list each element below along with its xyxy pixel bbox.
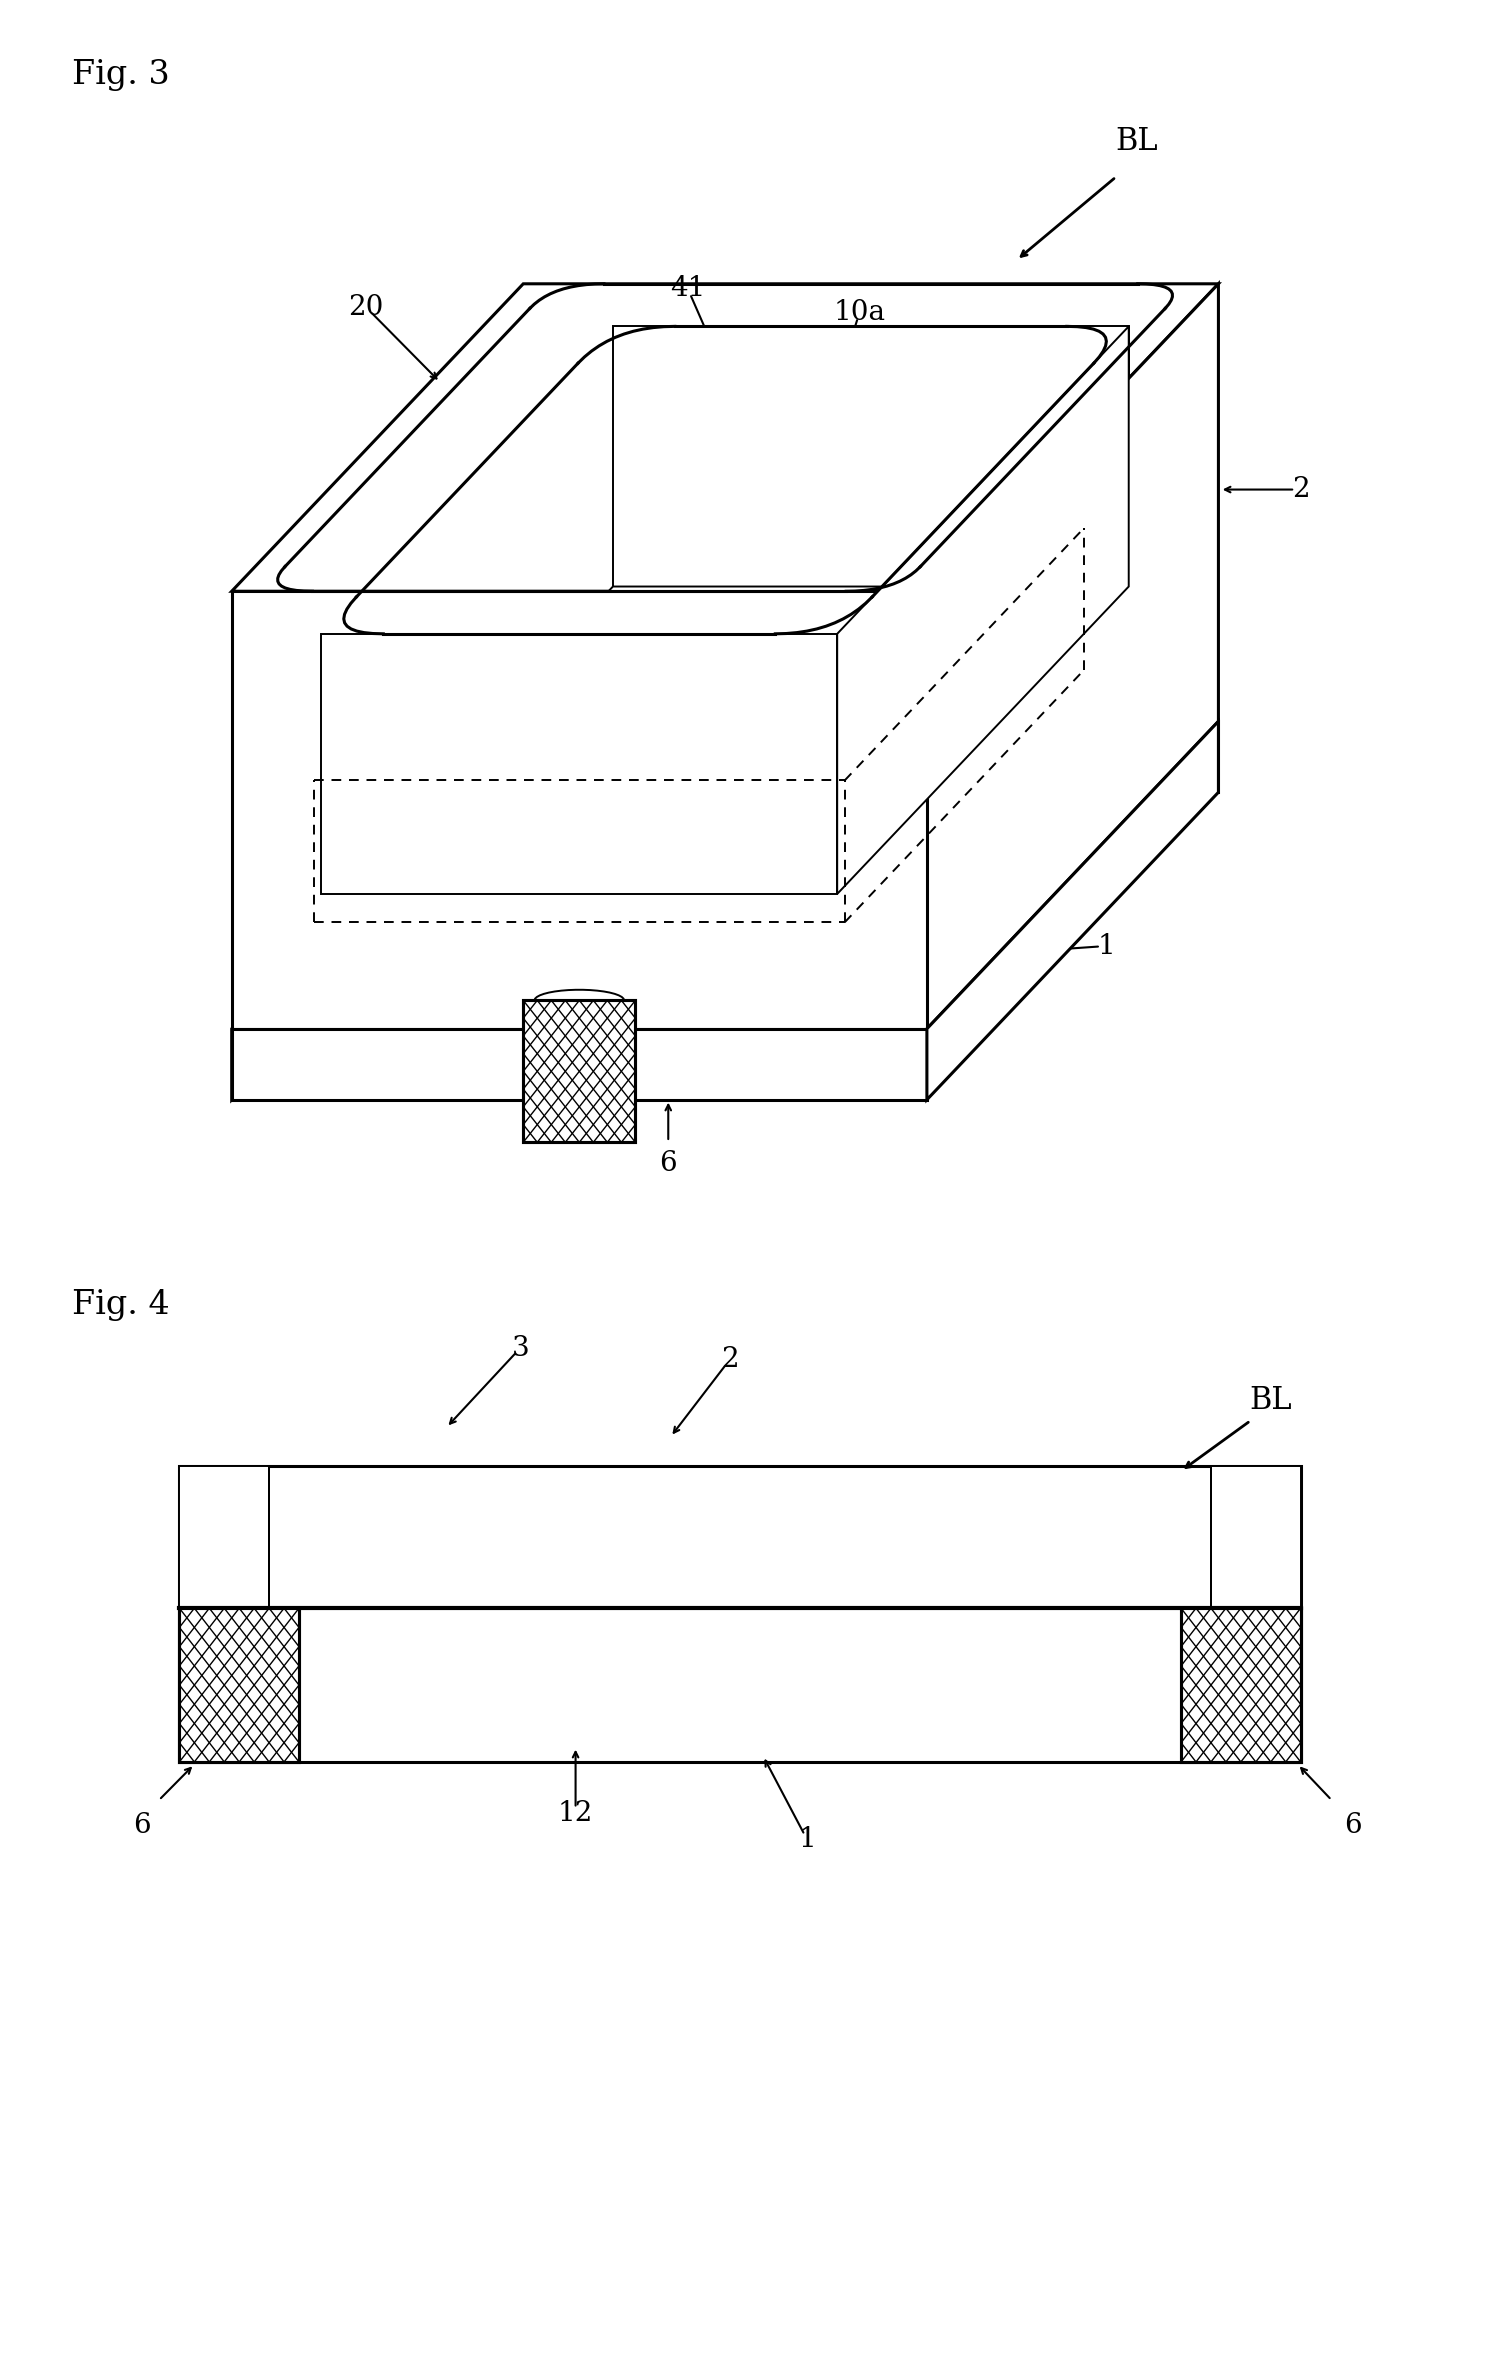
Polygon shape	[232, 284, 1218, 591]
Polygon shape	[1211, 1466, 1301, 1608]
Text: 6: 6	[659, 1149, 677, 1178]
Text: Fig. 3: Fig. 3	[72, 59, 169, 92]
Text: 6: 6	[1344, 1812, 1362, 1840]
Polygon shape	[321, 634, 837, 894]
Bar	[523, 1000, 635, 1142]
Text: 2: 2	[1292, 475, 1310, 504]
Text: 41: 41	[670, 274, 706, 303]
Text: 3: 3	[511, 1334, 529, 1362]
Polygon shape	[927, 721, 1218, 1100]
Text: 1: 1	[798, 1826, 816, 1854]
Polygon shape	[232, 721, 523, 1100]
Text: 20: 20	[348, 293, 384, 322]
Polygon shape	[232, 591, 927, 1029]
Bar	[179, 1608, 299, 1762]
Text: 10a: 10a	[834, 298, 885, 326]
Polygon shape	[837, 326, 1129, 894]
Bar	[1181, 1608, 1301, 1762]
Text: 12: 12	[558, 1800, 594, 1828]
Text: 3: 3	[1202, 695, 1220, 724]
Text: 12: 12	[269, 1007, 305, 1036]
Bar	[1181, 1608, 1301, 1762]
Text: BL: BL	[1115, 125, 1157, 158]
Polygon shape	[321, 587, 1129, 894]
Text: 2: 2	[721, 1346, 739, 1374]
Bar	[179, 1608, 299, 1762]
Text: 1: 1	[1097, 932, 1115, 960]
Text: 42: 42	[976, 345, 1012, 374]
Text: 6: 6	[133, 1812, 151, 1840]
Polygon shape	[613, 326, 1129, 587]
Polygon shape	[179, 1466, 269, 1608]
Text: BL: BL	[1250, 1384, 1292, 1417]
Bar	[179, 1608, 299, 1762]
Bar	[523, 1000, 635, 1142]
Bar	[1181, 1608, 1301, 1762]
Polygon shape	[179, 1466, 1301, 1762]
Text: Fig. 4: Fig. 4	[72, 1289, 169, 1322]
Polygon shape	[523, 721, 1218, 792]
Polygon shape	[927, 284, 1218, 1029]
Polygon shape	[232, 1029, 927, 1100]
Bar	[523, 1000, 635, 1142]
